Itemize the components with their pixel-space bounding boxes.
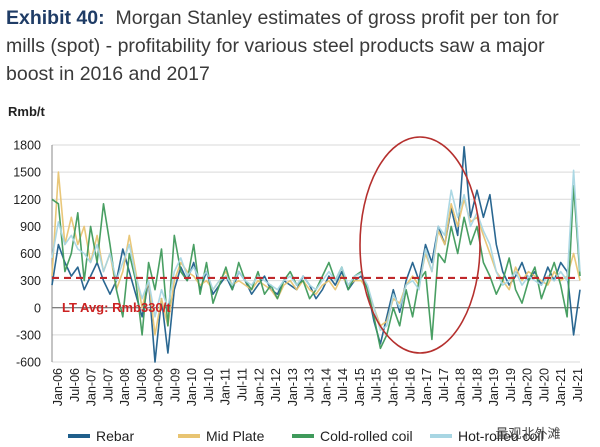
x-tick-label: Jul-06 <box>68 368 82 402</box>
y-axis-label: Rmb/t <box>8 104 46 119</box>
title-text: Morgan Stanley estimates of gross profit… <box>6 7 559 85</box>
y-tick-label: 1500 <box>13 166 41 180</box>
y-tick-label: 300 <box>20 274 41 288</box>
x-tick-label: Jan-12 <box>252 368 266 406</box>
x-tick-label: Jul-21 <box>571 368 585 402</box>
legend-label-1: Mid Plate <box>206 428 265 444</box>
x-tick-label: Jan-08 <box>118 368 132 406</box>
legend-label-3: Hot-rolled coil <box>458 428 544 444</box>
series-line-3 <box>51 169 581 332</box>
x-tick-label: Jul-11 <box>236 368 250 401</box>
x-tick-label: Jan-07 <box>85 368 99 406</box>
x-ticks: Jan-06 Jul-06 Jan-07 Jul-07 Jan-08 Jul-08 Jan-… <box>51 368 585 406</box>
x-tick-label: Jul-19 <box>504 368 518 402</box>
x-tick-label: Jan-17 <box>420 368 434 406</box>
x-tick-label: Jul-08 <box>135 368 149 402</box>
grid <box>51 144 580 363</box>
legend-label-0: Rebar <box>96 428 134 444</box>
x-tick-label: Jul-16 <box>403 368 417 402</box>
x-tick-label: Jan-06 <box>51 368 65 406</box>
y-tick-label: 1800 <box>13 139 41 153</box>
x-tick-label: Jan-11 <box>219 368 233 405</box>
x-tick-label: Jan-18 <box>454 368 468 406</box>
x-tick-label: Jan-16 <box>386 368 400 406</box>
watermark: 量观北外滩 <box>495 427 560 442</box>
legend: Rebar Mid Plate Cold-rolled coil Hot-rolled… <box>68 428 544 444</box>
exhibit-label: Exhibit 40: <box>6 7 105 29</box>
x-tick-label: Jul-10 <box>202 368 216 402</box>
lt-average: LT Avg: Rmb330/t <box>52 276 580 315</box>
x-tick-label: Jul-13 <box>303 368 317 402</box>
y-tick-label: -600 <box>16 356 41 370</box>
x-tick-label: Jan-14 <box>319 368 333 406</box>
y-tick-label: 900 <box>20 220 41 234</box>
series-line-1 <box>51 171 581 336</box>
x-tick-label: Jul-12 <box>269 368 283 402</box>
x-tick-label: Jan-10 <box>185 368 199 406</box>
y-ticks: -600 -300 0 300 600 900 1200 1500 1800 <box>13 139 41 370</box>
series-line-2 <box>51 184 581 350</box>
x-tick-label: Jan-15 <box>353 368 367 406</box>
x-tick-label: Jul-17 <box>437 368 451 402</box>
x-tick-label: Jul-15 <box>370 368 384 402</box>
x-tick-label: Jul-09 <box>168 368 182 402</box>
y-tick-label: 600 <box>20 247 41 261</box>
x-tick-label: Jan-13 <box>286 368 300 406</box>
chart-title: Exhibit 40: Morgan Stanley estimates of … <box>6 4 594 88</box>
x-tick-label: Jan-21 <box>554 368 568 406</box>
y-tick-label: 0 <box>34 301 41 315</box>
x-tick-label: Jan-09 <box>152 368 166 406</box>
series-lines <box>51 146 581 363</box>
y-tick-label: -300 <box>16 328 41 342</box>
circle-outline <box>359 136 481 354</box>
x-tick-label: Jan-20 <box>521 368 535 406</box>
legend-label-2: Cold-rolled coil <box>320 428 413 444</box>
x-tick-label: Jul-20 <box>537 368 551 402</box>
x-tick-label: Jul-07 <box>101 368 115 402</box>
highlight-circle <box>359 136 481 354</box>
x-tick-label: Jul-14 <box>336 368 350 402</box>
lt-average-label: LT Avg: Rmb330/t <box>62 300 171 315</box>
x-tick-label: Jul-18 <box>470 368 484 402</box>
series-line-0 <box>51 146 581 363</box>
x-tick-label: Jan-19 <box>487 368 501 406</box>
y-tick-label: 1200 <box>13 193 41 207</box>
